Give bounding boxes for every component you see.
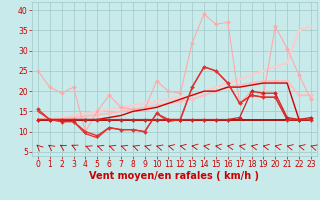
X-axis label: Vent moyen/en rafales ( km/h ): Vent moyen/en rafales ( km/h ) (89, 171, 260, 181)
